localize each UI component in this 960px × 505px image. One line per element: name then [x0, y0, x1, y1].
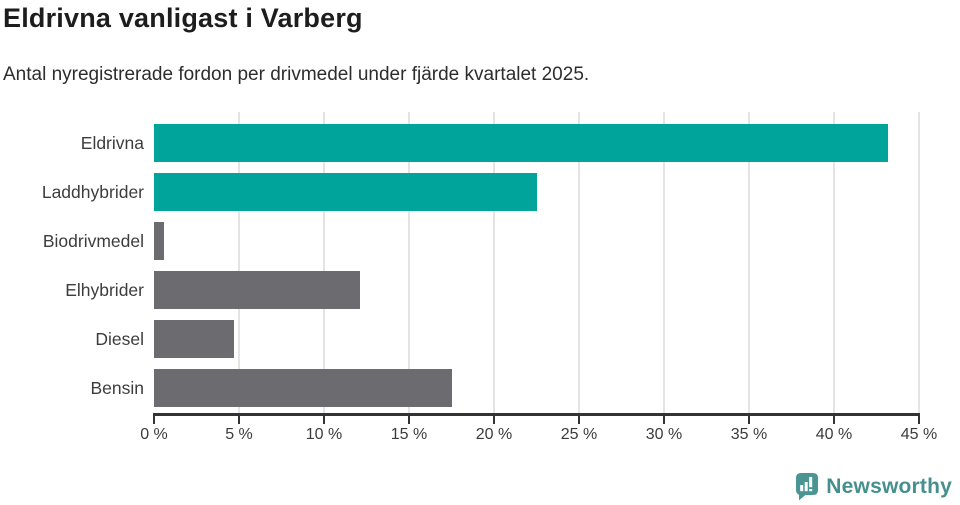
plot-area: [154, 112, 920, 413]
tick-label-20: 20 %: [475, 426, 513, 443]
tick-label-30: 30 %: [645, 426, 683, 443]
brand-name: Newsworthy: [826, 474, 952, 498]
tick-20: [493, 416, 495, 424]
bar-diesel: [154, 320, 234, 358]
bar-biodrivmedel: [154, 222, 165, 260]
chart-subtitle: Antal nyregistrerade fordon per drivmede…: [3, 64, 590, 85]
gridline-15: [408, 112, 410, 413]
category-label-biodrivmedel: Biodrivmedel: [42, 231, 144, 251]
bar-laddhybrider: [154, 173, 537, 211]
category-label-diesel: Diesel: [95, 329, 144, 349]
tick-label-40: 40 %: [815, 426, 853, 443]
bar-elhybrider: [154, 271, 360, 309]
gridline-20: [493, 112, 495, 413]
gridline-35: [748, 112, 750, 413]
gridline-45: [918, 112, 920, 413]
tick-label-45: 45 %: [900, 426, 938, 443]
gridline-30: [663, 112, 665, 413]
tick-label-25: 25 %: [560, 426, 598, 443]
tick-10: [323, 416, 325, 424]
category-label-elhybrider: Elhybrider: [65, 280, 144, 300]
tick-label-0: 0 %: [140, 426, 168, 443]
bar-chart: Eldrivna Laddhybrider Biodrivmedel Elhybrid…: [0, 112, 960, 457]
bar-eldrivna: [154, 124, 889, 162]
gridline-10: [323, 112, 325, 413]
category-label-laddhybrider: Laddhybrider: [41, 182, 144, 202]
tick-40: [833, 416, 835, 424]
tick-15: [408, 416, 410, 424]
tick-0: [153, 416, 155, 424]
tick-45: [918, 416, 920, 424]
gridline-5: [238, 112, 240, 413]
category-label-bensin: Bensin: [90, 378, 144, 398]
bar-bensin: [154, 369, 452, 407]
category-label-eldrivna: Eldrivna: [80, 133, 144, 153]
tick-35: [748, 416, 750, 424]
tick-label-15: 15 %: [390, 426, 428, 443]
tick-label-35: 35 %: [730, 426, 768, 443]
tick-25: [578, 416, 580, 424]
x-axis-line: [153, 413, 920, 416]
tick-5: [238, 416, 240, 424]
tick-30: [663, 416, 665, 424]
tick-label-5: 5 %: [225, 426, 253, 443]
newsworthy-logo-icon: [796, 473, 819, 501]
gridline-40: [833, 112, 835, 413]
page-title: Eldrivna vanligast i Varberg: [3, 3, 363, 33]
brand-footer: Newsworthy: [795, 472, 952, 501]
gridline-25: [578, 112, 580, 413]
tick-label-10: 10 %: [305, 426, 343, 443]
